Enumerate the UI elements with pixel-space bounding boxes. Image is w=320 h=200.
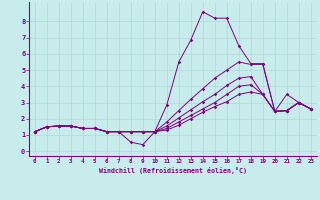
X-axis label: Windchill (Refroidissement éolien,°C): Windchill (Refroidissement éolien,°C) bbox=[99, 167, 247, 174]
